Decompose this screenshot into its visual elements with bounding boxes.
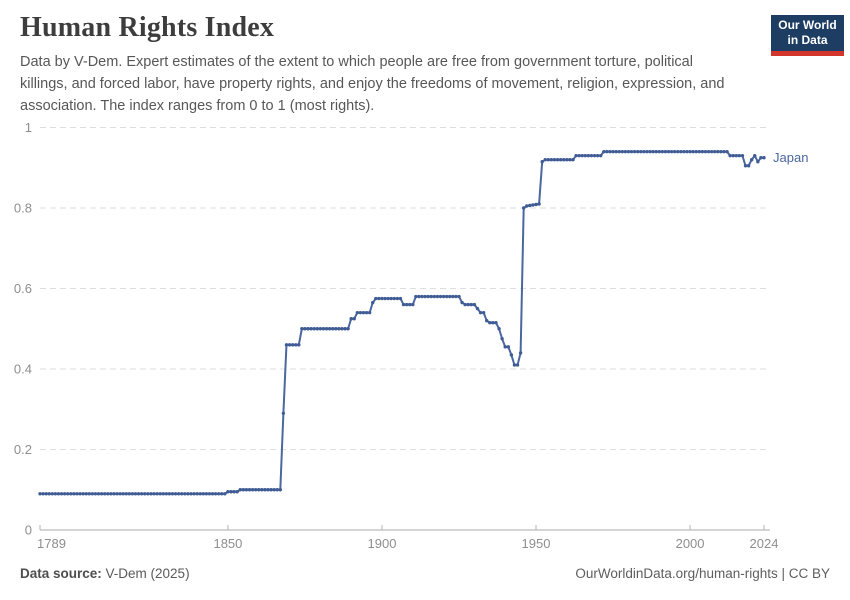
data-source: Data source: V-Dem (2025) — [20, 566, 190, 581]
footer-link[interactable]: OurWorldinData.org/human-rights | CC BY — [575, 566, 830, 581]
owid-logo-red-bar — [771, 50, 844, 56]
data-source-label: Data source: — [20, 566, 102, 581]
y-tick-label: 0.6 — [14, 281, 32, 296]
x-tick-label: 2024 — [750, 536, 779, 551]
series-line-japan[interactable] — [39, 150, 765, 495]
y-tick-label: 0.2 — [14, 442, 32, 457]
chart-footer: Data source: V-Dem (2025) OurWorldinData… — [20, 566, 830, 581]
data-source-value: V-Dem (2025) — [101, 566, 190, 581]
entity-label-japan[interactable]: Japan — [773, 150, 808, 165]
chart-canvas: 0 0.2 0.4 0.6 0.8 1 1789 1850 1900 1950 2000 2024 Ja… — [14, 120, 809, 551]
owid-logo-line2: in Data — [787, 33, 828, 48]
series-markers-japan[interactable] — [38, 149, 766, 496]
y-tick-labels: 0 0.2 0.4 0.6 0.8 1 — [14, 120, 32, 538]
page-title: Human Rights Index — [20, 12, 275, 43]
x-tick-label: 1950 — [522, 536, 551, 551]
x-tick-label: 1850 — [213, 536, 242, 551]
y-gridlines — [40, 127, 770, 450]
x-tick-label: 1900 — [368, 536, 397, 551]
owid-logo-box: Our World in Data — [771, 15, 844, 51]
x-tick-label: 2000 — [676, 536, 705, 551]
line-chart: 0 0.2 0.4 0.6 0.8 1 1789 1850 1900 1950 2000 2024 Ja… — [0, 112, 850, 567]
y-tick-label: 0.8 — [14, 201, 32, 216]
y-tick-label: 1 — [25, 120, 32, 135]
chart-subtitle: Data by V-Dem. Expert estimates of the e… — [20, 54, 725, 115]
owid-logo[interactable]: Our World in Data — [771, 15, 844, 56]
x-tick-label: 1789 — [37, 536, 66, 551]
owid-logo-line1: Our World — [778, 18, 837, 32]
x-axis — [39, 525, 770, 531]
y-tick-label: 0 — [25, 523, 32, 538]
x-tick-labels: 1789 1850 1900 1950 2000 2024 — [37, 536, 778, 551]
y-tick-label: 0.4 — [14, 362, 32, 377]
